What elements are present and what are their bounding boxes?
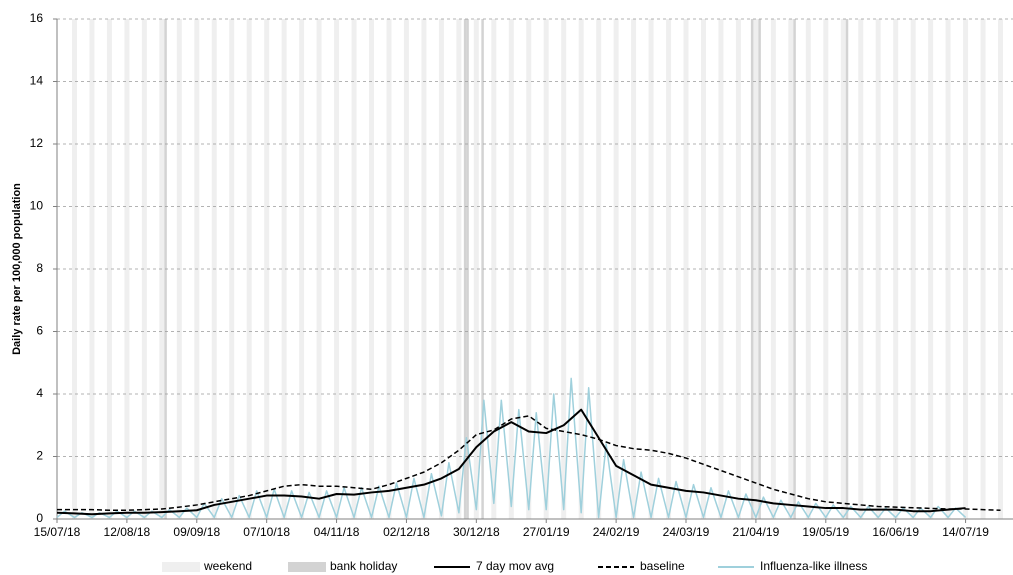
weekend-band xyxy=(491,19,497,519)
series-line xyxy=(56,377,967,519)
x-tick-label: 07/10/18 xyxy=(243,525,290,539)
y-tick-label: 16 xyxy=(30,11,44,25)
weekend-band xyxy=(526,19,532,519)
y-tick-label: 14 xyxy=(30,74,44,88)
x-tick-label: 16/06/19 xyxy=(872,525,919,539)
weekend-band xyxy=(928,19,934,519)
weekend-band xyxy=(299,19,305,519)
weekend-band xyxy=(543,19,549,519)
x-tick-label: 04/11/18 xyxy=(314,525,360,539)
bank-holiday-band xyxy=(481,19,484,519)
weekend-band xyxy=(666,19,672,519)
weekend-band xyxy=(141,19,147,519)
legend-label: 7 day mov avg xyxy=(476,559,554,573)
x-tick-label: 12/08/18 xyxy=(104,525,151,539)
series-line xyxy=(56,408,966,516)
x-tick-label: 24/02/19 xyxy=(593,525,640,539)
weekend-band xyxy=(508,19,514,519)
weekend-band xyxy=(910,19,916,519)
x-tick-label: 15/07/18 xyxy=(34,525,81,539)
legend-label: weekend xyxy=(203,559,252,573)
legend-label: bank holiday xyxy=(330,559,397,573)
weekend-band xyxy=(264,19,270,519)
legend-label: Influenza-like illness xyxy=(760,559,867,573)
legend-swatch xyxy=(288,562,326,572)
x-tick-label: 30/12/18 xyxy=(453,525,500,539)
weekend-band xyxy=(106,19,112,519)
weekend-band xyxy=(700,19,706,519)
y-tick-label: 6 xyxy=(36,324,43,338)
weekend-band xyxy=(89,19,95,519)
x-tick-label: 19/05/19 xyxy=(802,525,849,539)
weekend-band xyxy=(456,19,462,519)
weekend-band xyxy=(945,19,951,519)
legend-label: baseline xyxy=(640,559,685,573)
weekend-band xyxy=(858,19,864,519)
legend-swatch xyxy=(162,562,200,572)
bank-holiday-band xyxy=(793,19,796,519)
y-tick-label: 2 xyxy=(36,449,43,463)
weekend-band xyxy=(71,19,77,519)
weekend-band xyxy=(334,19,340,519)
weekend-band xyxy=(281,19,287,519)
weekend-band xyxy=(124,19,130,519)
x-tick-label: 14/07/19 xyxy=(942,525,989,539)
x-tick-label: 09/09/18 xyxy=(173,525,220,539)
y-tick-label: 12 xyxy=(30,136,44,150)
y-tick-label: 8 xyxy=(36,261,43,275)
y-tick-label: 4 xyxy=(36,386,43,400)
x-tick-label: 24/03/19 xyxy=(663,525,710,539)
bank-holiday-band xyxy=(845,19,849,519)
weekend-band xyxy=(875,19,881,519)
weekend-band xyxy=(718,19,724,519)
x-tick-label: 27/01/19 xyxy=(523,525,570,539)
x-tick-label: 21/04/19 xyxy=(733,525,780,539)
y-axis-title: Daily rate per 100,000 population xyxy=(11,183,23,355)
weekend-band xyxy=(316,19,322,519)
weekend-band xyxy=(473,19,479,519)
weekend-band xyxy=(683,19,689,519)
y-tick-label: 0 xyxy=(36,511,43,525)
bank-holiday-band xyxy=(750,19,754,519)
weekend-band xyxy=(735,19,741,519)
weekend-band xyxy=(351,19,357,519)
y-tick-label: 10 xyxy=(30,199,44,213)
x-tick-label: 02/12/18 xyxy=(383,525,430,539)
weekend-band xyxy=(893,19,899,519)
